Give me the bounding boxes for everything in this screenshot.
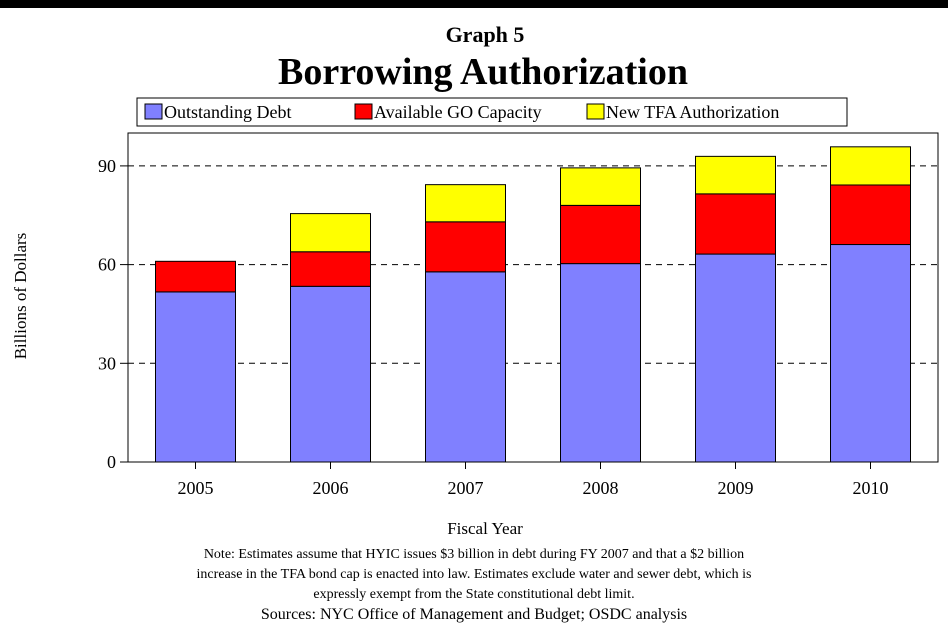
bar-outstanding-debt-2008 [560, 263, 641, 463]
y-tick-label: 60 [98, 255, 116, 275]
chart-title: Borrowing Authorization [278, 51, 688, 93]
legend-swatch-available-go-capacity [354, 103, 373, 120]
bars [155, 146, 911, 463]
note-line-3: expressly exempt from the State constitu… [313, 587, 635, 602]
x-tick-label: 2008 [583, 478, 619, 498]
bar-outstanding-debt-2007 [425, 271, 506, 463]
bar-new-tfa-authorization-2009 [695, 155, 776, 195]
x-tick-label: 2006 [313, 478, 349, 498]
bar-new-tfa-authorization-2010 [830, 146, 911, 186]
y-tick-label: 90 [98, 156, 116, 176]
note-line-1: Note: Estimates assume that HYIC issues … [203, 547, 745, 562]
y-axis: 0 30 60 90 [98, 156, 128, 472]
bar-outstanding-debt-2009 [695, 253, 776, 463]
x-tick-label: 2009 [718, 478, 754, 498]
notes: Note: Estimates assume that HYIC issues … [0, 545, 948, 625]
bar-available-go-capacity-2007 [425, 221, 506, 273]
bar-available-go-capacity-2005 [155, 260, 236, 293]
chart-subtitle: Graph 5 [446, 22, 525, 47]
legend-label-available-go-capacity: Available GO Capacity [374, 102, 542, 122]
top-rule [0, 0, 948, 8]
y-tick-label: 30 [98, 353, 116, 373]
bar-new-tfa-authorization-2008 [560, 167, 641, 206]
legend-swatch-new-tfa-authorization [586, 103, 605, 120]
legend-swatch-outstanding-debt [144, 103, 163, 120]
bar-available-go-capacity-2010 [830, 184, 911, 246]
bar-available-go-capacity-2006 [290, 251, 371, 287]
x-tick-label: 2010 [853, 478, 889, 498]
x-axis-label: Fiscal Year [447, 519, 523, 538]
x-tick-label: 2005 [178, 478, 214, 498]
bar-available-go-capacity-2008 [560, 204, 641, 265]
chart: Graph 5 Borrowing Authorization Outstand… [11, 22, 939, 538]
bar-new-tfa-authorization-2007 [425, 184, 506, 223]
legend-frame [136, 97, 848, 127]
bar-new-tfa-authorization-2006 [290, 213, 371, 253]
grid [127, 132, 939, 463]
bar-outstanding-debt-2006 [290, 285, 371, 463]
bar-available-go-capacity-2009 [695, 193, 776, 255]
sources-line: Sources: NYC Office of Management and Bu… [260, 606, 688, 623]
y-tick-label: 0 [107, 452, 116, 472]
plot-frame [127, 132, 939, 463]
legend-label-new-tfa-authorization: New TFA Authorization [606, 102, 779, 122]
bar-outstanding-debt-2005 [155, 291, 236, 463]
legend: Outstanding Debt Available GO Capacity N… [136, 97, 848, 127]
legend-label-outstanding-debt: Outstanding Debt [164, 102, 292, 122]
x-tick-label: 2007 [448, 478, 484, 498]
bar-outstanding-debt-2010 [830, 244, 911, 463]
note-line-2: increase in the TFA bond cap is enacted … [196, 567, 752, 582]
x-axis: 2005 2006 2007 2008 2009 2010 [178, 462, 889, 498]
y-axis-label: Billions of Dollars [11, 233, 30, 360]
